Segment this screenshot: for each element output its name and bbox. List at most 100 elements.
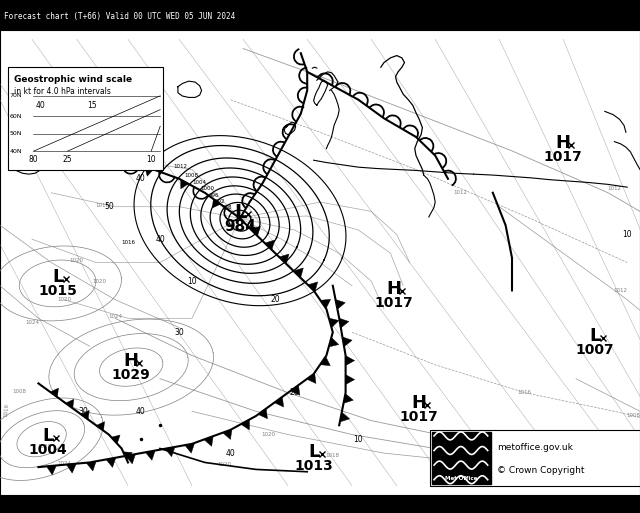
Text: H: H	[412, 394, 427, 412]
Text: 1013: 1013	[294, 459, 333, 473]
Text: in kt for 4.0 hPa intervals: in kt for 4.0 hPa intervals	[13, 87, 111, 96]
Text: © Crown Copyright: © Crown Copyright	[497, 466, 584, 475]
Polygon shape	[294, 268, 303, 278]
Text: 1020: 1020	[70, 259, 84, 264]
Text: 1017: 1017	[374, 296, 413, 310]
Polygon shape	[204, 436, 213, 446]
Polygon shape	[340, 412, 349, 422]
Text: 40N: 40N	[10, 149, 22, 153]
Text: L: L	[589, 327, 601, 345]
Text: 1012: 1012	[614, 288, 628, 293]
Text: 988: 988	[221, 205, 232, 210]
Text: 1017: 1017	[544, 150, 582, 164]
Text: 1018: 1018	[326, 453, 340, 458]
Text: Met Office: Met Office	[445, 476, 477, 481]
Polygon shape	[342, 337, 352, 347]
Text: 1016: 1016	[3, 403, 10, 417]
Polygon shape	[320, 357, 330, 366]
Text: 1016: 1016	[121, 240, 135, 245]
Text: 992: 992	[215, 199, 225, 204]
Polygon shape	[47, 465, 56, 475]
Text: 1012: 1012	[607, 186, 621, 191]
Text: 996: 996	[209, 192, 220, 198]
Text: 984: 984	[224, 219, 256, 234]
Text: 1008: 1008	[184, 172, 198, 177]
Polygon shape	[212, 199, 221, 208]
Text: 40: 40	[225, 449, 236, 458]
Text: H: H	[124, 352, 139, 370]
Polygon shape	[308, 282, 317, 292]
Text: 1012: 1012	[454, 190, 468, 195]
Text: 30: 30	[78, 407, 88, 416]
Text: 1008: 1008	[12, 389, 26, 393]
Text: 40: 40	[36, 101, 45, 110]
Text: H: H	[556, 133, 571, 151]
Polygon shape	[275, 397, 284, 407]
Text: 10: 10	[353, 435, 364, 444]
Text: metoffice.gov.uk: metoffice.gov.uk	[497, 443, 573, 452]
Text: 1015: 1015	[38, 284, 77, 299]
Text: 10: 10	[622, 230, 632, 239]
Text: 70N: 70N	[10, 93, 22, 98]
Text: 50N: 50N	[10, 131, 22, 136]
Text: 1000: 1000	[200, 186, 214, 191]
Text: 1012: 1012	[134, 156, 148, 161]
Text: L: L	[42, 426, 54, 445]
Polygon shape	[329, 338, 339, 347]
Polygon shape	[123, 452, 132, 460]
Polygon shape	[250, 226, 260, 236]
Text: 40: 40	[155, 235, 165, 244]
Text: 1020: 1020	[93, 280, 107, 284]
Polygon shape	[145, 450, 155, 460]
Text: 50: 50	[104, 202, 114, 211]
Text: 1017: 1017	[400, 410, 438, 424]
Bar	[432, 432, 491, 484]
Polygon shape	[67, 464, 76, 473]
Bar	[8, 67, 163, 169]
Text: 1016: 1016	[95, 203, 109, 208]
Polygon shape	[180, 180, 188, 189]
Text: 20: 20	[289, 388, 300, 397]
Text: 1020: 1020	[262, 432, 276, 437]
Bar	[430, 430, 640, 486]
Text: 15: 15	[88, 101, 97, 110]
Polygon shape	[346, 356, 355, 366]
Text: 25: 25	[63, 154, 72, 164]
Text: H: H	[386, 280, 401, 298]
Text: 1029: 1029	[112, 368, 150, 382]
Text: 1016: 1016	[518, 390, 532, 395]
Polygon shape	[279, 254, 289, 264]
Text: 10: 10	[187, 277, 197, 286]
Text: 1024: 1024	[57, 461, 71, 466]
Polygon shape	[111, 435, 120, 444]
Text: 1004: 1004	[193, 180, 207, 185]
Text: L: L	[52, 268, 63, 286]
Polygon shape	[346, 374, 355, 385]
Text: L: L	[308, 443, 319, 461]
Text: 20: 20	[270, 295, 280, 304]
Polygon shape	[241, 420, 250, 430]
Text: L: L	[234, 203, 246, 222]
Bar	[0, 495, 640, 513]
Polygon shape	[125, 454, 136, 464]
Polygon shape	[291, 385, 300, 395]
Polygon shape	[329, 318, 339, 328]
Polygon shape	[97, 422, 104, 430]
Polygon shape	[86, 461, 96, 471]
Polygon shape	[321, 299, 331, 308]
Bar	[0, 0, 640, 30]
Polygon shape	[145, 167, 154, 176]
Polygon shape	[106, 458, 116, 467]
Text: 1024: 1024	[25, 321, 39, 325]
Text: 80: 80	[29, 154, 38, 164]
Text: 60N: 60N	[10, 114, 22, 119]
Text: 1024: 1024	[108, 314, 122, 319]
Text: Forecast chart (T+66) Valid 00 UTC WED 05 JUN 2024: Forecast chart (T+66) Valid 00 UTC WED 0…	[4, 12, 236, 22]
Polygon shape	[258, 408, 268, 419]
Polygon shape	[344, 393, 353, 403]
Text: 1004: 1004	[29, 443, 67, 457]
Polygon shape	[65, 399, 74, 408]
Text: 1007: 1007	[576, 343, 614, 357]
Text: 40: 40	[136, 407, 146, 416]
Polygon shape	[335, 300, 346, 309]
